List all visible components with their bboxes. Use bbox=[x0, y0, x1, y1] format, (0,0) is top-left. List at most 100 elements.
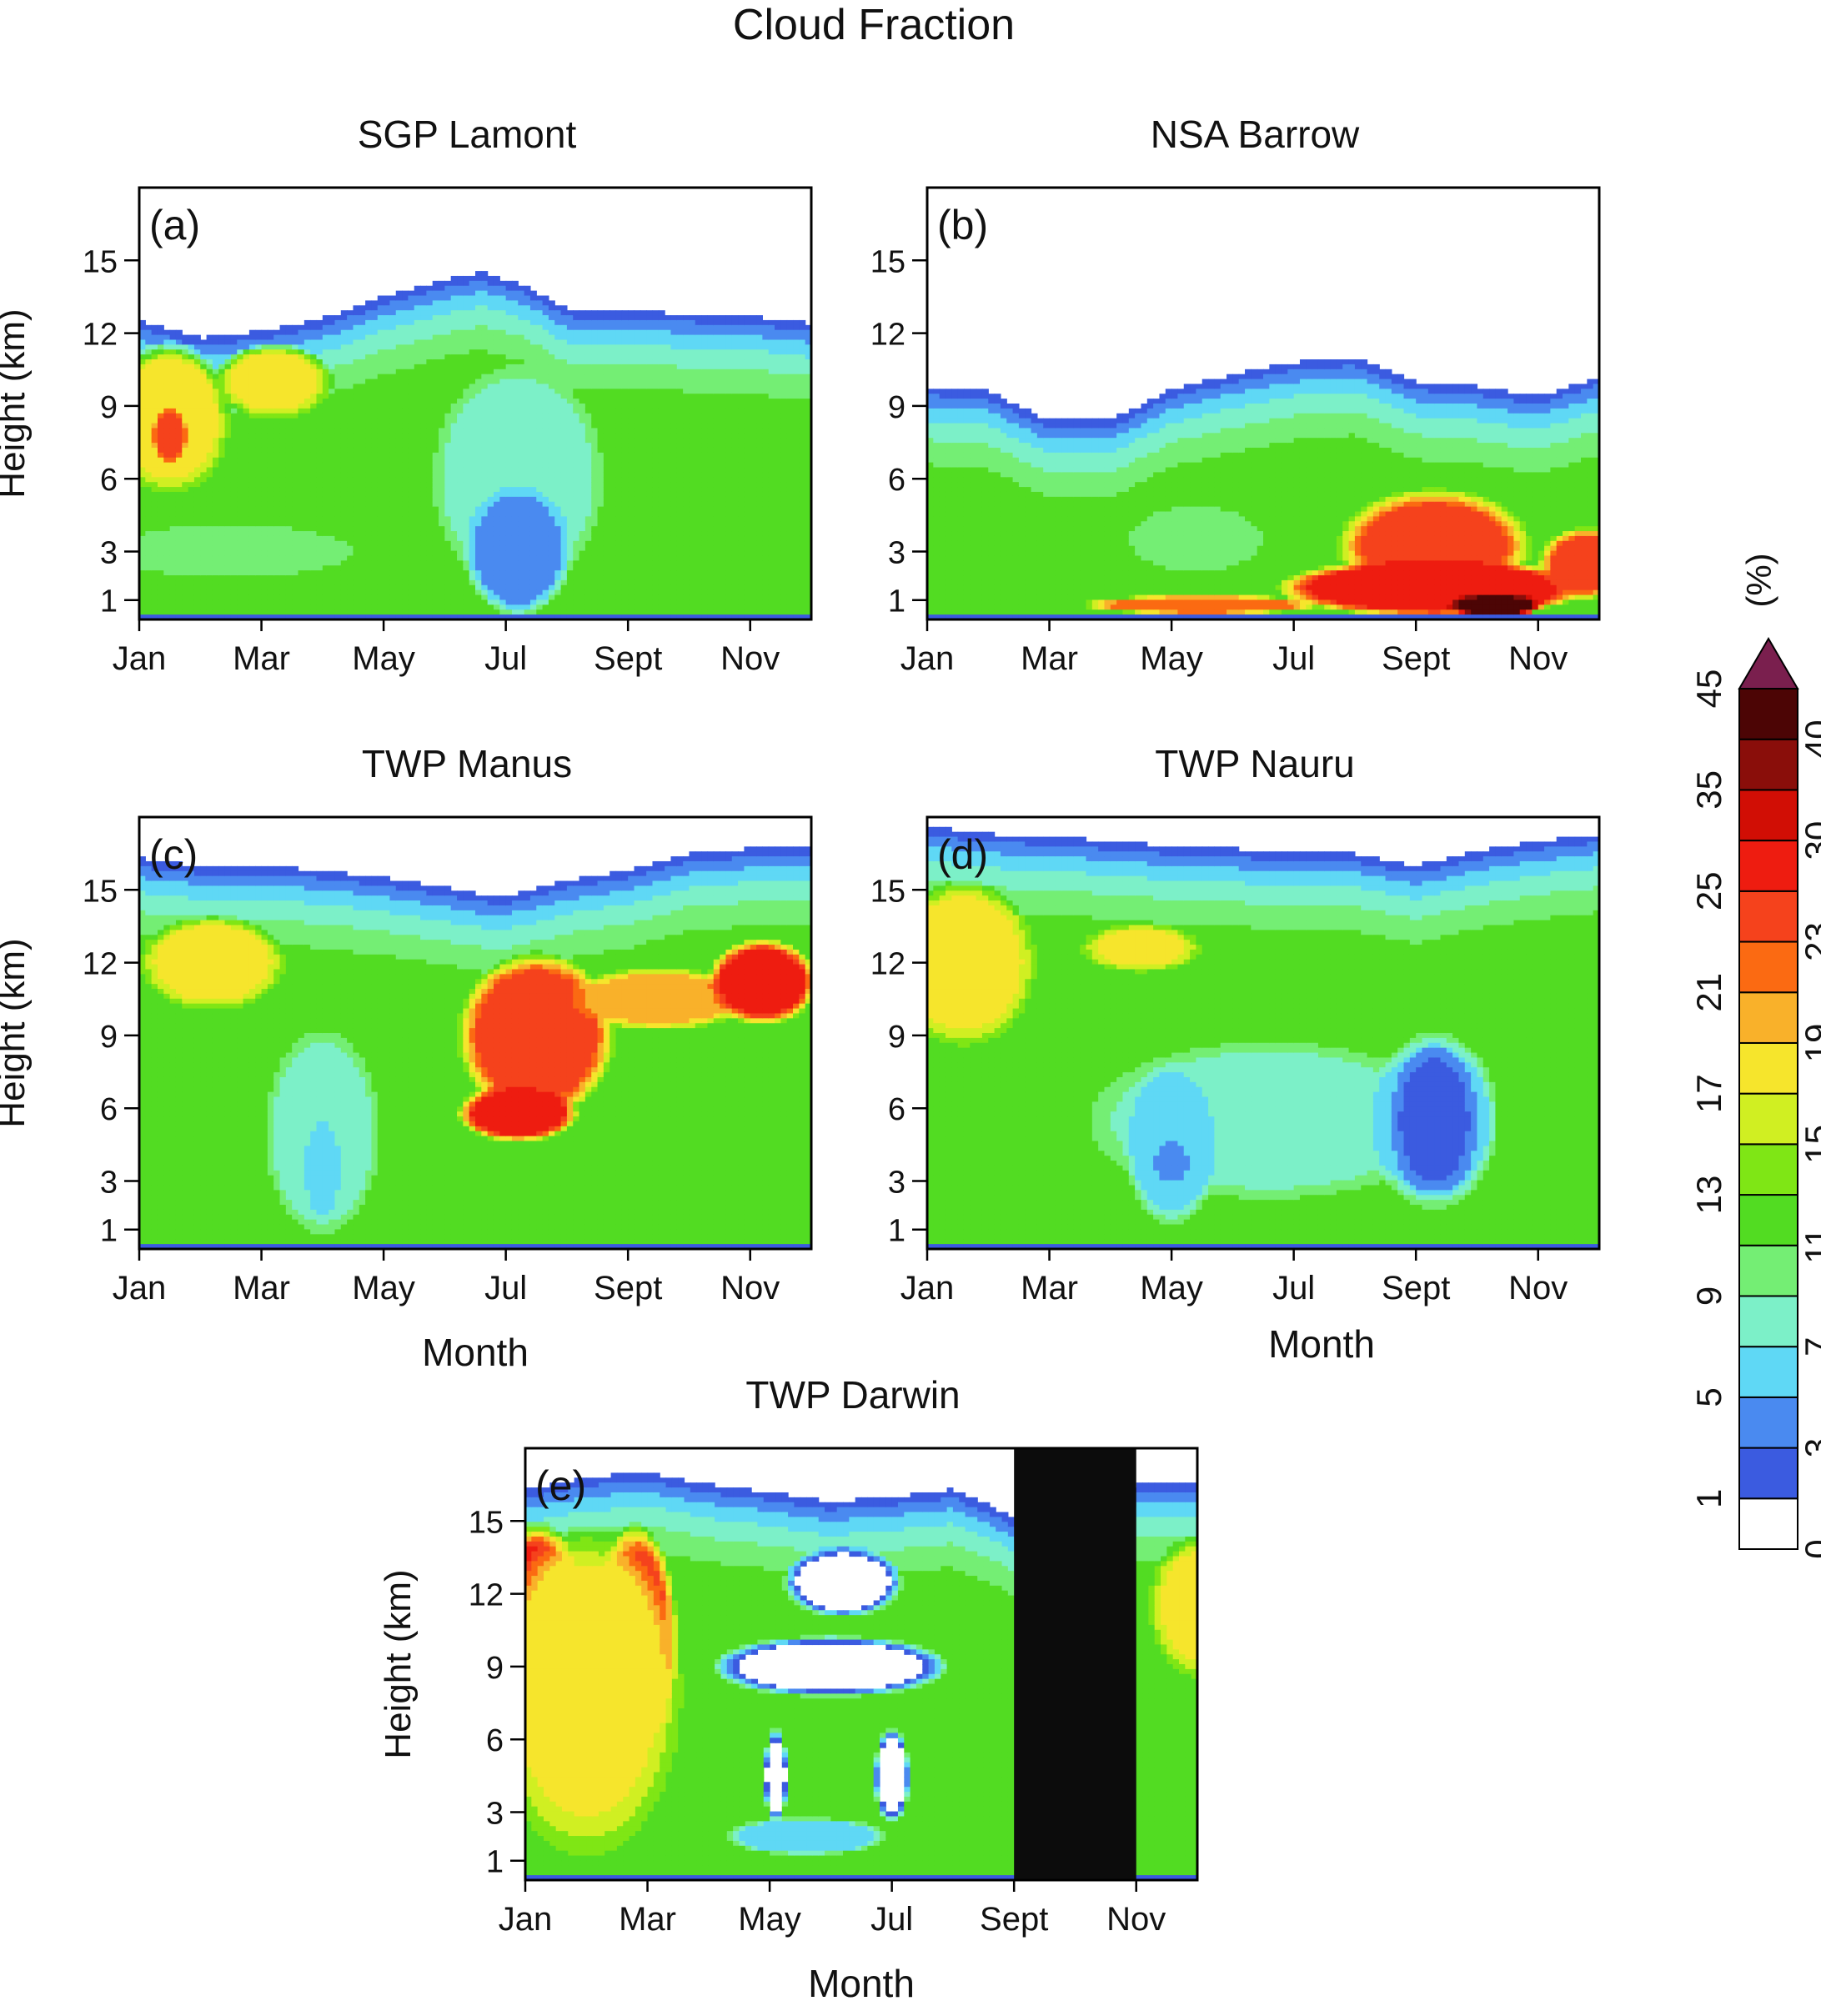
y-tick-label: 15 bbox=[469, 1505, 504, 1540]
panel-title: NSA Barrow bbox=[1151, 113, 1360, 156]
x-tick-label: Jul bbox=[1272, 1270, 1315, 1306]
panel-b: NSA Barrow (b) Jan Mar May Jul Sept Nov 1 3 6 9 12 15 bbox=[870, 113, 1601, 677]
y-tick-label: 1 bbox=[888, 584, 905, 619]
colorbar-label: 45 bbox=[1689, 669, 1728, 709]
x-tick-label: Nov bbox=[1508, 640, 1568, 677]
y-tick-label: 3 bbox=[100, 536, 118, 571]
colorbar-label: 5 bbox=[1689, 1387, 1728, 1407]
x-tick-label: Mar bbox=[619, 1901, 676, 1938]
colorbar-segment bbox=[1738, 1194, 1798, 1246]
y-tick-label: 1 bbox=[888, 1214, 905, 1249]
x-tick-label: May bbox=[352, 640, 415, 677]
panel-c: TWP Manus (c) Jan Mar May Jul Sept Nov 1 3 6 9 12 15 H… bbox=[0, 742, 813, 1374]
colorbar-label: 7 bbox=[1798, 1336, 1821, 1356]
y-tick-label: 9 bbox=[486, 1651, 504, 1686]
y-tick-label: 9 bbox=[100, 1020, 118, 1055]
x-tick-label: Jan bbox=[113, 640, 167, 677]
x-tick-label: May bbox=[1140, 1270, 1203, 1306]
x-tick-label: Mar bbox=[233, 640, 290, 677]
figure-title: Cloud Fraction bbox=[733, 1, 1015, 49]
y-tick-label: 15 bbox=[870, 244, 905, 279]
plot-frame bbox=[926, 186, 1601, 621]
colorbar-segment bbox=[1738, 688, 1798, 740]
y-tick-label: 3 bbox=[888, 536, 905, 571]
x-tick-label: Nov bbox=[720, 640, 780, 677]
colorbar-label: 15 bbox=[1798, 1125, 1821, 1164]
y-tick-label: 6 bbox=[888, 463, 905, 498]
x-axis-label: Month bbox=[1268, 1322, 1375, 1366]
x-tick-label: Jan bbox=[900, 640, 955, 677]
y-tick-label: 12 bbox=[83, 947, 118, 982]
colorbar-label: 21 bbox=[1689, 973, 1728, 1012]
x-tick-label: Sept bbox=[594, 640, 662, 677]
colorbar-label: 9 bbox=[1689, 1286, 1728, 1306]
y-tick-label: 9 bbox=[888, 390, 905, 425]
colorbar-segment bbox=[1738, 738, 1798, 791]
panel-label: (e) bbox=[535, 1462, 586, 1509]
colorbar-extend-arrow bbox=[1738, 637, 1799, 690]
x-tick-label: Jan bbox=[113, 1270, 167, 1306]
panel-label: (a) bbox=[149, 202, 200, 248]
colorbar-segment bbox=[1738, 840, 1798, 892]
x-tick-label: Nov bbox=[1106, 1901, 1166, 1938]
colorbar-segment bbox=[1738, 1346, 1798, 1398]
panel-a: SGP Lamont (a) Jan Mar May Jul Sept Nov 1 3 6 9 12 15… bbox=[0, 113, 813, 677]
colorbar-segment bbox=[1738, 1041, 1798, 1095]
plot-frame bbox=[138, 815, 813, 1251]
panel-title: TWP Manus bbox=[362, 742, 572, 785]
y-tick-label: 6 bbox=[100, 463, 118, 498]
colorbar-label: 23 bbox=[1798, 922, 1821, 961]
y-tick-label: 12 bbox=[870, 318, 905, 353]
y-axis-label: Height (km) bbox=[0, 308, 33, 498]
colorbar-segment bbox=[1738, 1143, 1798, 1196]
colorbar-segment bbox=[1738, 991, 1798, 1044]
plot-frame bbox=[524, 1447, 1199, 1882]
x-tick-label: May bbox=[1140, 640, 1203, 677]
y-tick-label: 3 bbox=[486, 1797, 504, 1832]
x-tick-label: Sept bbox=[980, 1901, 1048, 1938]
colorbar-label: 3 bbox=[1798, 1438, 1821, 1457]
x-axis-label: Month bbox=[422, 1331, 529, 1374]
heatmap-field bbox=[139, 817, 811, 1249]
x-tick-label: Jan bbox=[900, 1270, 955, 1306]
colorbar-label: 25 bbox=[1689, 871, 1728, 910]
colorbar-label: 40 bbox=[1798, 720, 1821, 759]
colorbar-label: 1 bbox=[1689, 1489, 1728, 1508]
colorbar-segment bbox=[1738, 1447, 1798, 1500]
panel-title: TWP Nauru bbox=[1155, 742, 1354, 785]
y-tick-label: 6 bbox=[888, 1092, 905, 1127]
colorbar-segment bbox=[1738, 890, 1798, 943]
x-tick-label: Jul bbox=[484, 1270, 527, 1306]
heatmap-field bbox=[525, 1448, 1197, 1880]
panel-d: TWP Nauru (d) Jan Mar May Jul Sept Nov 1 3 6 9 12 15 M… bbox=[870, 742, 1601, 1366]
panel-label: (d) bbox=[937, 831, 988, 878]
y-tick-label: 9 bbox=[100, 390, 118, 425]
colorbar-label: 17 bbox=[1689, 1074, 1728, 1113]
x-tick-label: Sept bbox=[1382, 640, 1450, 677]
y-axis-label: Height (km) bbox=[0, 938, 33, 1127]
y-tick-label: 1 bbox=[486, 1845, 504, 1880]
x-tick-label: May bbox=[738, 1901, 801, 1938]
heatmap-field bbox=[927, 188, 1599, 619]
colorbar-segment bbox=[1738, 1497, 1798, 1550]
colorbar-segment bbox=[1738, 940, 1798, 994]
y-tick-label: 12 bbox=[83, 318, 118, 353]
colorbar: 159131721253545037111519233040(%) bbox=[1689, 553, 1821, 1558]
y-tick-label: 15 bbox=[83, 244, 118, 279]
colorbar-label: 35 bbox=[1689, 770, 1728, 810]
panel-label: (b) bbox=[937, 202, 988, 248]
y-tick-label: 3 bbox=[888, 1166, 905, 1201]
colorbar-label: 0 bbox=[1798, 1539, 1821, 1558]
colorbar-segment bbox=[1738, 1295, 1798, 1348]
x-tick-label: Jul bbox=[870, 1901, 913, 1938]
y-tick-label: 15 bbox=[870, 874, 905, 909]
colorbar-label: 19 bbox=[1798, 1024, 1821, 1063]
colorbar-segment bbox=[1738, 789, 1798, 842]
x-tick-label: Mar bbox=[1021, 640, 1078, 677]
y-tick-label: 15 bbox=[83, 874, 118, 909]
x-tick-label: Nov bbox=[720, 1270, 780, 1306]
y-tick-label: 9 bbox=[888, 1020, 905, 1055]
y-tick-label: 1 bbox=[100, 1214, 118, 1249]
y-tick-label: 12 bbox=[870, 947, 905, 982]
panels: SGP Lamont (a) Jan Mar May Jul Sept Nov 1 3 6 9 12 15… bbox=[0, 113, 1601, 2005]
